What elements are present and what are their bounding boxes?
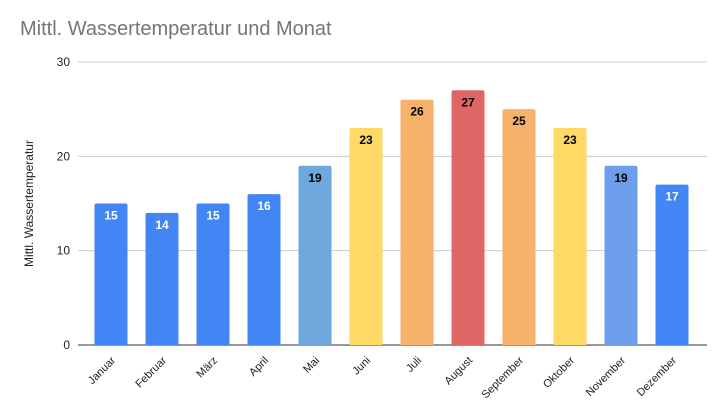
data-label: 15 — [104, 209, 118, 223]
x-tick-label: Januar — [86, 354, 119, 387]
data-label: 23 — [359, 133, 373, 147]
data-label: 16 — [257, 199, 271, 213]
x-tick-label: Juli — [404, 355, 424, 375]
x-tick-label: Oktober — [541, 354, 577, 390]
y-tick-label: 0 — [63, 338, 70, 352]
x-tick-label: Februar — [133, 354, 169, 390]
bar — [196, 203, 230, 345]
chart-title: Mittl. Wassertemperatur und Monat — [20, 18, 332, 40]
data-label: 23 — [563, 133, 577, 147]
bar — [502, 109, 536, 346]
data-label: 17 — [665, 190, 679, 204]
bar — [400, 99, 434, 345]
bar — [298, 165, 332, 345]
x-tick-label: September — [480, 354, 527, 401]
bar — [349, 128, 383, 345]
data-label: 25 — [512, 114, 526, 128]
x-tick-label: April — [247, 355, 271, 379]
bar — [247, 194, 281, 345]
y-tick-label: 20 — [57, 149, 71, 163]
x-tick-label: Juni — [350, 355, 373, 378]
bar — [451, 90, 485, 345]
data-label: 19 — [308, 171, 322, 185]
x-tick-label: Dezember — [635, 354, 680, 399]
y-tick-label: 10 — [57, 244, 71, 258]
x-tick-label: August — [442, 355, 475, 388]
bar — [94, 203, 128, 345]
bar — [655, 184, 689, 345]
x-tick-label: Mai — [301, 355, 322, 376]
x-tick-label: März — [194, 355, 220, 381]
data-label: 27 — [461, 95, 475, 109]
y-axis-title: Mittl. Wassertemperatur — [22, 140, 36, 267]
data-label: 15 — [206, 209, 220, 223]
x-tick-label: November — [584, 354, 629, 399]
bar — [553, 128, 587, 345]
data-label: 19 — [614, 171, 628, 185]
data-label: 26 — [410, 105, 424, 119]
data-label: 14 — [155, 218, 169, 232]
y-tick-label: 30 — [57, 55, 71, 69]
bar — [145, 212, 179, 345]
bar — [604, 165, 638, 345]
